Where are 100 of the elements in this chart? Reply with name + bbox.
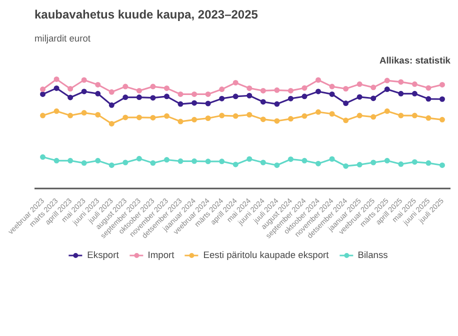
point: [95, 82, 101, 88]
point: [192, 116, 198, 122]
point: [232, 162, 238, 168]
point: [178, 101, 184, 107]
point: [122, 160, 128, 166]
point: [136, 156, 142, 162]
point: [150, 95, 156, 101]
point: [356, 94, 362, 100]
point: [68, 94, 74, 100]
point: [95, 158, 101, 164]
point: [205, 91, 211, 97]
point: [274, 101, 280, 107]
point: [219, 112, 225, 118]
point: [205, 116, 211, 121]
point: [260, 116, 266, 122]
point: [288, 116, 294, 122]
point: [192, 100, 198, 106]
point: [150, 84, 156, 90]
point: [54, 85, 60, 91]
point: [260, 160, 266, 166]
point: [288, 88, 294, 94]
point: [246, 92, 252, 98]
point: [232, 113, 238, 119]
point: [370, 114, 376, 120]
point: [384, 158, 390, 164]
point: [136, 94, 142, 100]
point: [329, 111, 335, 117]
point: [122, 114, 128, 120]
point: [412, 90, 418, 96]
point: [356, 81, 362, 87]
point: [164, 113, 170, 119]
point: [164, 85, 170, 91]
point: [302, 85, 308, 91]
point: [232, 94, 238, 100]
point: [343, 100, 349, 106]
legend-label: Bilanss: [358, 250, 388, 260]
point: [108, 162, 114, 168]
point: [68, 86, 74, 92]
point: [192, 158, 198, 164]
point: [412, 81, 418, 87]
point: [343, 163, 349, 169]
point: [54, 158, 60, 164]
point: [40, 91, 46, 97]
point: [136, 88, 142, 94]
point: [426, 160, 432, 166]
point: [81, 110, 87, 116]
point: [370, 160, 376, 166]
point: [219, 86, 225, 92]
point: [426, 85, 432, 91]
point: [246, 112, 252, 118]
point: [81, 88, 87, 94]
point: [426, 115, 432, 121]
point: [232, 80, 238, 86]
point: [343, 86, 349, 92]
point: [356, 112, 362, 118]
chart-subtitle: miljardit eurot: [34, 34, 91, 44]
point: [302, 94, 308, 100]
point: [81, 77, 87, 83]
point: [426, 96, 432, 102]
point: [108, 102, 114, 108]
point: [136, 114, 142, 120]
point: [356, 162, 362, 168]
legend-label: Eesti päritolu kaupade eksport: [203, 250, 329, 260]
point: [54, 76, 60, 82]
point: [302, 113, 308, 119]
legend-label: Import: [148, 250, 174, 260]
point: [439, 82, 445, 88]
point: [384, 86, 390, 92]
point: [40, 112, 46, 118]
point: [384, 108, 390, 114]
point: [329, 84, 335, 90]
point: [260, 99, 266, 105]
point: [302, 158, 308, 164]
point: [219, 158, 225, 164]
point: [316, 160, 322, 166]
point: [81, 160, 87, 166]
text: Allikas: statistik: [379, 56, 452, 66]
point: [412, 159, 418, 165]
point: [122, 94, 128, 100]
point: [329, 156, 335, 162]
point: [192, 91, 198, 97]
point: [108, 120, 114, 126]
point: [343, 118, 349, 124]
point: [95, 90, 101, 96]
point: [274, 118, 280, 124]
point: [398, 79, 404, 85]
point: [288, 96, 294, 102]
point: [329, 91, 335, 97]
point: [150, 114, 156, 120]
point: [164, 157, 170, 163]
point: [439, 162, 445, 168]
point: [246, 156, 252, 162]
point: [316, 88, 322, 94]
chart-title: kaubavahetus kuude kaupa, 2023–2025: [34, 8, 258, 22]
point: [384, 78, 390, 84]
point: [178, 118, 184, 124]
point: [288, 156, 294, 162]
point: [95, 112, 101, 118]
point: [439, 96, 445, 102]
legend-label: Eksport: [87, 250, 119, 260]
